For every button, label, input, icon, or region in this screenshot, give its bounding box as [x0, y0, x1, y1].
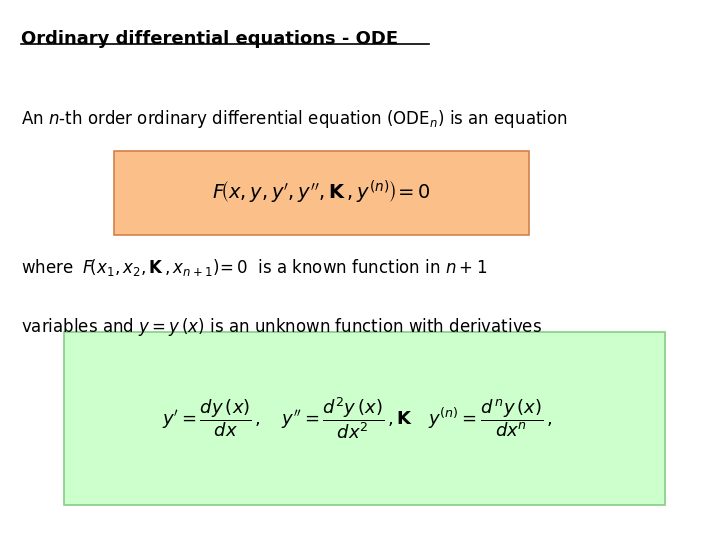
Text: Ordinary differential equations - ODE: Ordinary differential equations - ODE — [22, 30, 399, 48]
Text: variables and $y=y\,(x)$ is an unknown function with derivatives: variables and $y=y\,(x)$ is an unknown f… — [22, 316, 542, 338]
Text: where  $F\!\left(x_1,x_2,\mathbf{K}\,,x_{n+1}\right)\!=0$  is a known function i: where $F\!\left(x_1,x_2,\mathbf{K}\,,x_{… — [22, 256, 487, 278]
FancyBboxPatch shape — [114, 151, 528, 235]
Text: $y^{\prime}=\dfrac{dy\,(x)}{dx}\,,\quad y^{\prime\prime}=\dfrac{d^2y\,(x)}{dx^2}: $y^{\prime}=\dfrac{dy\,(x)}{dx}\,,\quad … — [162, 396, 553, 441]
Text: $F\!\left(x,y,y^{\prime},y^{\prime\prime},\mathbf{K}\,,y^{(n)}\right)\!=0$: $F\!\left(x,y,y^{\prime},y^{\prime\prime… — [212, 179, 431, 206]
FancyBboxPatch shape — [64, 332, 665, 505]
Text: An $n$-th order ordinary differential equation (ODE$_n$) is an equation: An $n$-th order ordinary differential eq… — [22, 108, 568, 130]
